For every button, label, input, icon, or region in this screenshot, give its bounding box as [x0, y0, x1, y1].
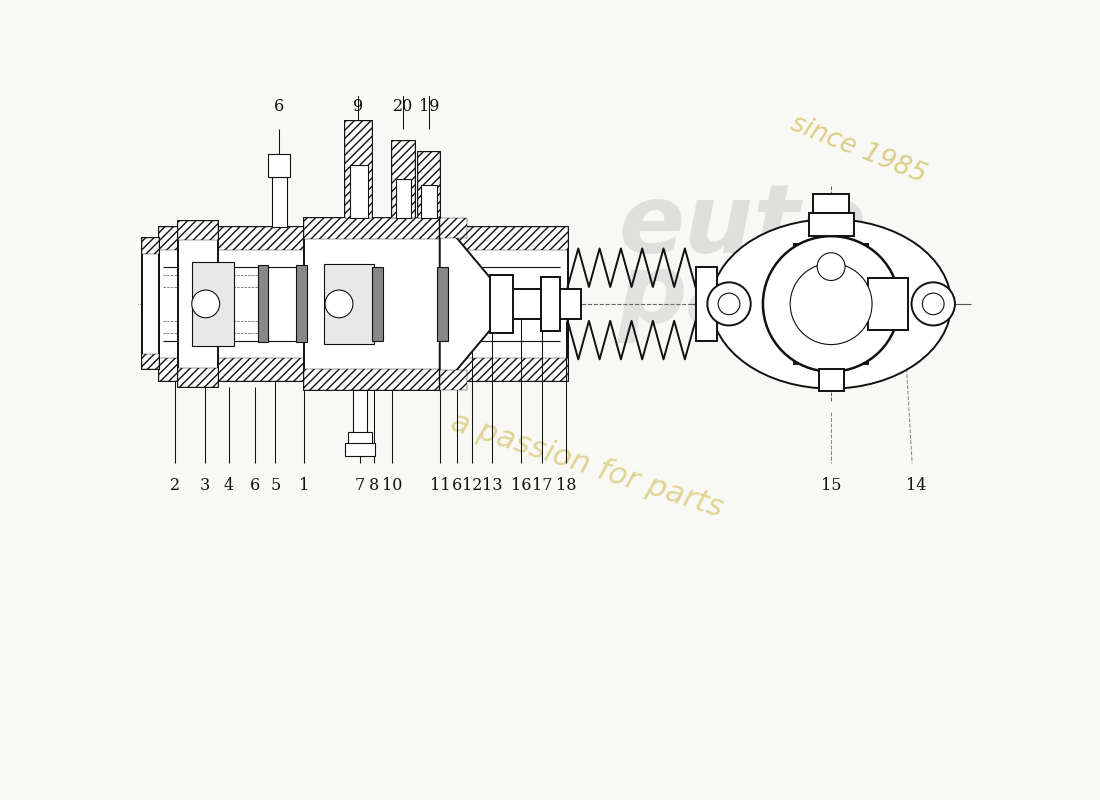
Bar	[345, 122, 372, 218]
Bar	[349, 432, 372, 444]
Bar	[345, 442, 375, 456]
Circle shape	[191, 290, 220, 318]
Circle shape	[923, 293, 944, 314]
Text: 9: 9	[353, 98, 363, 115]
Text: 8: 8	[368, 477, 379, 494]
Text: 6: 6	[274, 98, 284, 115]
Bar	[160, 358, 568, 381]
Circle shape	[790, 263, 872, 345]
Text: a passion for parts: a passion for parts	[447, 408, 727, 523]
Text: 4: 4	[224, 477, 234, 494]
Bar	[491, 274, 514, 333]
Text: 2: 2	[169, 477, 179, 494]
Bar	[813, 194, 849, 213]
Circle shape	[707, 282, 750, 326]
Bar	[142, 238, 160, 254]
Text: 3: 3	[200, 477, 210, 494]
Bar	[418, 152, 440, 218]
Text: euto: euto	[618, 180, 867, 274]
Bar	[191, 262, 234, 346]
Bar	[142, 238, 160, 370]
Bar	[304, 369, 440, 390]
Bar	[142, 354, 160, 370]
Bar	[323, 264, 374, 344]
Bar	[418, 152, 440, 218]
Bar	[808, 213, 854, 236]
Bar	[272, 177, 287, 227]
Text: 6: 6	[250, 477, 261, 494]
Bar	[160, 227, 568, 381]
Text: 20: 20	[393, 98, 414, 115]
Text: 13: 13	[482, 477, 503, 494]
Text: 19: 19	[419, 98, 439, 115]
Bar	[494, 289, 581, 319]
Text: 1: 1	[299, 477, 309, 494]
Text: 15: 15	[821, 477, 842, 494]
Bar	[178, 221, 218, 240]
Circle shape	[326, 290, 353, 318]
Bar	[818, 370, 844, 391]
Text: 6: 6	[452, 477, 462, 494]
Text: 12: 12	[462, 477, 483, 494]
Bar	[296, 266, 307, 342]
Bar	[160, 227, 568, 250]
Bar	[392, 141, 415, 218]
Bar	[868, 278, 909, 330]
Bar	[396, 179, 411, 218]
Bar	[350, 165, 367, 218]
Text: 5: 5	[271, 477, 281, 494]
Text: 7: 7	[355, 477, 365, 494]
Text: 10: 10	[382, 477, 402, 494]
Circle shape	[763, 236, 900, 372]
Bar	[540, 277, 560, 331]
Bar	[304, 218, 440, 390]
Bar	[178, 221, 218, 387]
Text: 14: 14	[905, 477, 926, 494]
Text: 16: 16	[510, 477, 531, 494]
Bar	[304, 218, 440, 239]
Polygon shape	[440, 218, 494, 390]
Circle shape	[912, 282, 955, 326]
Bar	[695, 267, 717, 341]
Bar	[268, 154, 290, 177]
Bar	[440, 370, 466, 390]
Bar	[421, 185, 437, 218]
Text: 18: 18	[556, 477, 576, 494]
Circle shape	[817, 253, 845, 281]
Bar	[178, 368, 218, 387]
Ellipse shape	[711, 219, 952, 389]
Bar	[353, 390, 367, 434]
Circle shape	[718, 293, 740, 314]
Bar	[794, 244, 868, 363]
Bar	[372, 267, 383, 341]
Bar	[392, 141, 415, 218]
Text: parts: parts	[618, 250, 905, 342]
Text: 17: 17	[531, 477, 552, 494]
Bar	[440, 218, 466, 238]
Bar	[257, 266, 268, 342]
Bar	[345, 122, 372, 218]
Bar	[437, 267, 448, 341]
Text: since 1985: since 1985	[786, 111, 930, 189]
Text: 11: 11	[429, 477, 450, 494]
